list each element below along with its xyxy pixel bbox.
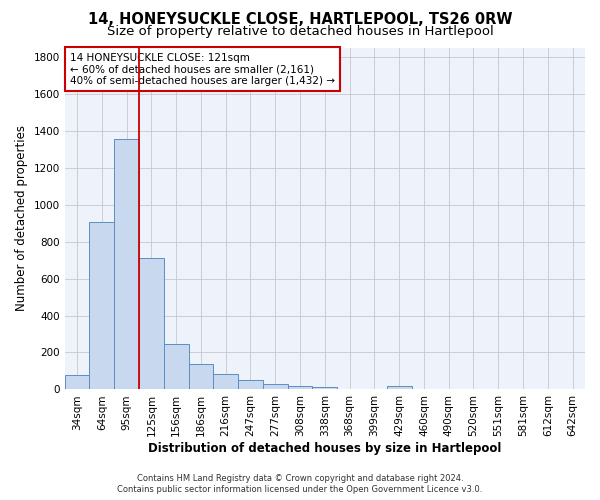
Text: Size of property relative to detached houses in Hartlepool: Size of property relative to detached ho… bbox=[107, 25, 493, 38]
Bar bbox=[139, 258, 164, 390]
Bar bbox=[387, 386, 412, 390]
Bar bbox=[114, 139, 139, 390]
Text: 14, HONEYSUCKLE CLOSE, HARTLEPOOL, TS26 0RW: 14, HONEYSUCKLE CLOSE, HARTLEPOOL, TS26 … bbox=[88, 12, 512, 28]
Y-axis label: Number of detached properties: Number of detached properties bbox=[15, 126, 28, 312]
Bar bbox=[188, 364, 214, 390]
Bar bbox=[263, 384, 287, 390]
Bar bbox=[65, 374, 89, 390]
Text: Contains HM Land Registry data © Crown copyright and database right 2024.
Contai: Contains HM Land Registry data © Crown c… bbox=[118, 474, 482, 494]
X-axis label: Distribution of detached houses by size in Hartlepool: Distribution of detached houses by size … bbox=[148, 442, 502, 455]
Bar bbox=[313, 386, 337, 390]
Bar bbox=[214, 374, 238, 390]
Bar bbox=[238, 380, 263, 390]
Text: 14 HONEYSUCKLE CLOSE: 121sqm
← 60% of detached houses are smaller (2,161)
40% of: 14 HONEYSUCKLE CLOSE: 121sqm ← 60% of de… bbox=[70, 52, 335, 86]
Bar bbox=[287, 386, 313, 390]
Bar bbox=[164, 344, 188, 390]
Bar bbox=[89, 222, 114, 390]
